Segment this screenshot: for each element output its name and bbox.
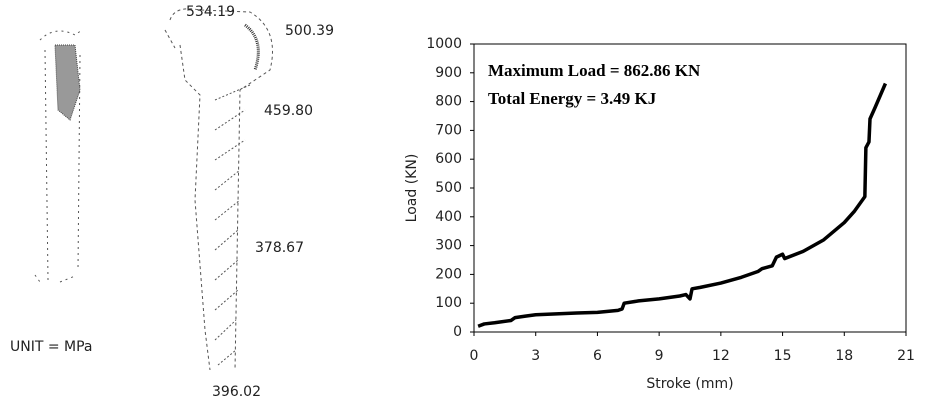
fem-model [35, 9, 273, 370]
x-tick-label: 6 [593, 348, 602, 364]
unit-label: UNIT = MPa [10, 339, 93, 355]
y-tick-label: 500 [435, 180, 462, 196]
y-tick-label: 200 [435, 266, 462, 282]
y-tick-label: 600 [435, 151, 462, 167]
annotation: Maximum Load = 862.86 KN [488, 61, 701, 80]
y-tick-label: 400 [435, 209, 462, 225]
x-tick-label: 21 [897, 348, 915, 364]
y-tick-label: 300 [435, 238, 462, 254]
load-line [478, 83, 885, 326]
figure: 534.19 500.39 459.80 378.67 396.02 UNIT … [0, 0, 926, 405]
x-tick-label: 18 [835, 348, 853, 364]
x-tick-label: 0 [470, 348, 479, 364]
plot-frame [474, 44, 906, 332]
stress-label: 500.39 [285, 23, 334, 39]
y-axis-label: Load (KN) [404, 154, 420, 223]
stress-label: 396.02 [212, 384, 261, 400]
annotation: Total Energy = 3.49 KJ [488, 89, 657, 108]
y-tick-label: 1000 [426, 36, 462, 52]
stress-label: 534.19 [186, 4, 235, 20]
y-tick-label: 100 [435, 295, 462, 311]
y-tick-label: 0 [453, 324, 462, 340]
x-tick-label: 3 [531, 348, 540, 364]
y-tick-label: 700 [435, 122, 462, 138]
x-axis-label: Stroke (mm) [646, 376, 733, 392]
y-tick-label: 800 [435, 94, 462, 110]
x-tick-label: 12 [712, 348, 730, 364]
y-tick-label: 900 [435, 65, 462, 81]
x-tick-label: 15 [774, 348, 792, 364]
x-tick-label: 9 [655, 348, 664, 364]
stress-label: 459.80 [264, 103, 313, 119]
stress-label: 378.67 [255, 240, 304, 256]
page: 534.19 500.39 459.80 378.67 396.02 UNIT … [0, 0, 926, 405]
